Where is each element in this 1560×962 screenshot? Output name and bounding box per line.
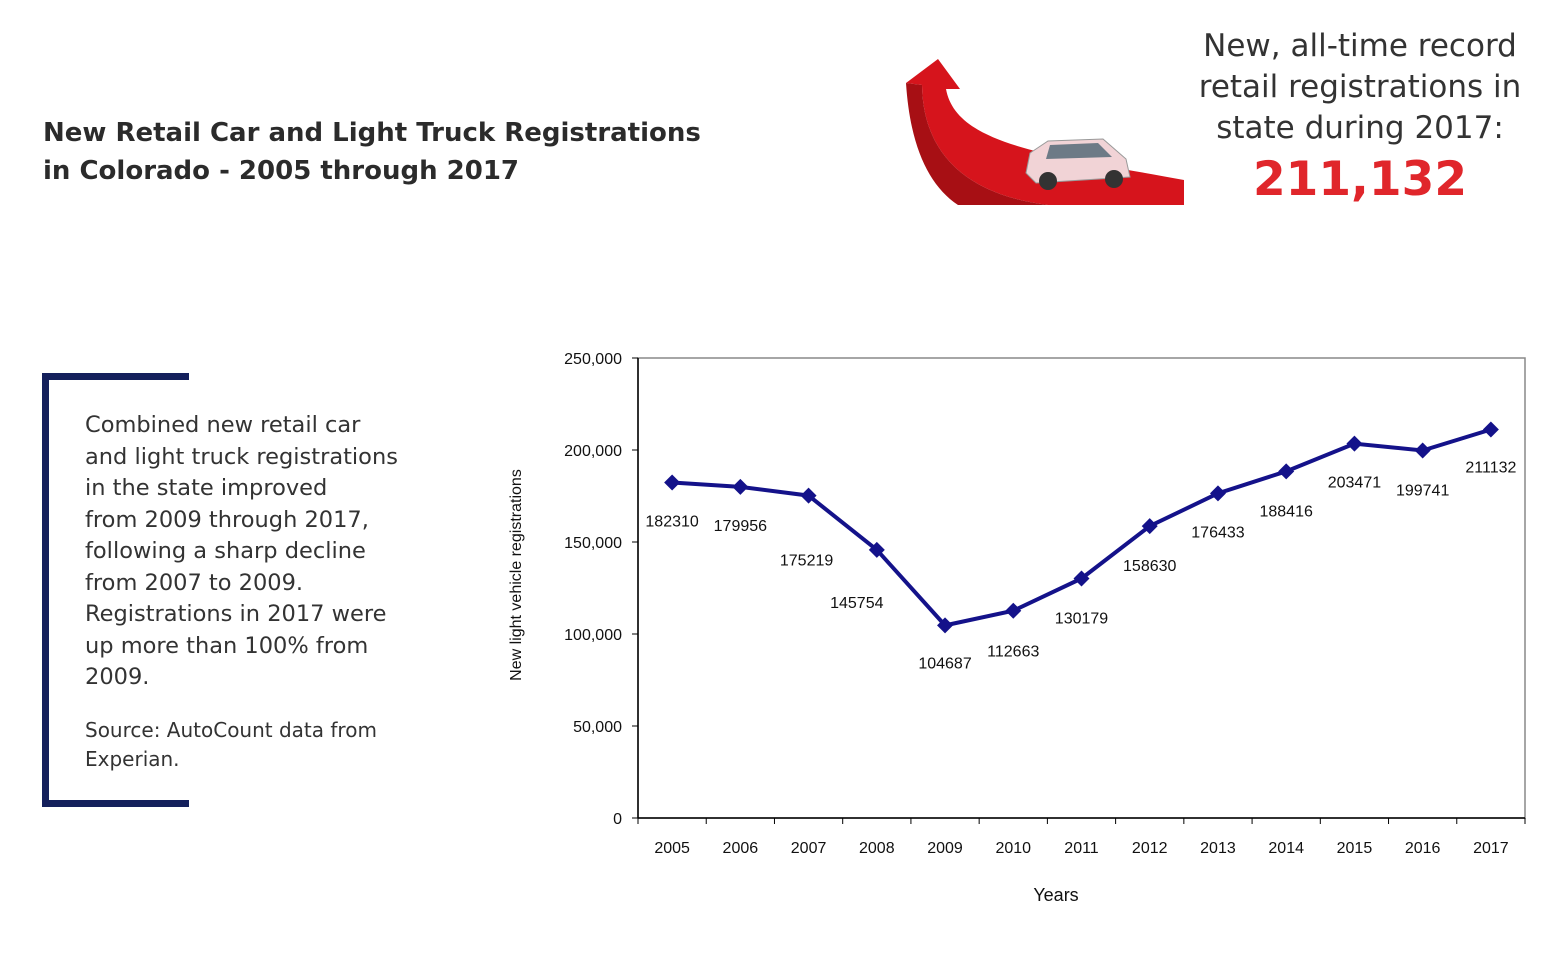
summary-line: up more than 100% from — [85, 632, 369, 659]
x-tick-label: 2008 — [859, 840, 895, 857]
marker — [1346, 435, 1363, 452]
x-tick-label: 2012 — [1132, 840, 1168, 857]
summary-line: Registrations in 2017 were — [85, 601, 387, 627]
x-tick-label: 2017 — [1473, 840, 1509, 857]
y-tick-label: 200,000 — [564, 443, 622, 460]
record-value: 211,132 — [1252, 152, 1468, 207]
marker — [1414, 442, 1431, 459]
data-label: 179956 — [714, 518, 767, 535]
marker — [732, 478, 749, 495]
callout-line: state during 2017: — [1216, 110, 1504, 146]
y-axis-title: New light vehicle registrations — [508, 469, 525, 681]
data-label: 158630 — [1123, 558, 1176, 575]
x-tick-label: 2014 — [1268, 840, 1304, 857]
data-label: 104687 — [918, 655, 971, 672]
summary-line: in the state improved — [85, 475, 328, 501]
data-label: 112663 — [987, 644, 1039, 661]
summary-line: following a sharp decline — [85, 538, 366, 564]
summary-line: from 2007 to 2009. — [85, 569, 304, 596]
data-label: 188416 — [1259, 503, 1312, 520]
title: New Retail Car and Light Truck Registrat… — [43, 114, 701, 190]
data-label: 203471 — [1328, 475, 1381, 492]
bracket — [42, 373, 189, 807]
summary-line: from 2009 through 2017, — [85, 506, 369, 533]
summary: Combined new retail car and light truck … — [85, 410, 398, 694]
y-tick-label: 50,000 — [573, 719, 622, 736]
title-line: in Colorado - 2005 through 2017 — [43, 156, 520, 186]
data-label: 199741 — [1396, 482, 1449, 499]
marker — [800, 487, 817, 504]
marker — [1005, 602, 1022, 619]
marker — [1141, 518, 1158, 535]
x-tick-label: 2011 — [1064, 840, 1099, 857]
title-line: New Retail Car and Light Truck Registrat… — [43, 118, 701, 148]
y-tick-label: 150,000 — [564, 535, 622, 552]
marker — [1278, 463, 1295, 480]
x-tick-label: 2005 — [654, 840, 690, 857]
marker — [1073, 570, 1090, 587]
data-label: 145754 — [830, 595, 883, 612]
data-label: 182310 — [645, 514, 698, 531]
x-tick-label: 2013 — [1200, 840, 1236, 857]
data-label: 176433 — [1191, 524, 1244, 541]
car-illustration — [906, 59, 1184, 205]
x-tick-label: 2009 — [927, 840, 963, 857]
y-tick-label: 250,000 — [564, 351, 622, 368]
x-tick-label: 2016 — [1405, 840, 1441, 857]
source-line: Experian. — [85, 747, 180, 771]
marker — [937, 617, 954, 634]
data-label: 211132 — [1465, 460, 1516, 477]
data-label: 130179 — [1055, 610, 1108, 627]
summary-line: and light truck registrations — [85, 443, 398, 470]
marker — [868, 541, 885, 558]
marker — [1482, 421, 1499, 438]
y-tick-label: 0 — [613, 811, 622, 828]
data-label: 175219 — [780, 553, 833, 570]
x-tick-label: 2010 — [995, 840, 1031, 857]
marker — [1209, 485, 1226, 502]
callout-line: retail registrations in — [1198, 69, 1522, 105]
x-tick-label: 2006 — [723, 840, 759, 857]
summary-line: 2009. — [85, 664, 150, 690]
series-line — [671, 427, 1492, 628]
x-tick-label: 2015 — [1337, 840, 1373, 857]
summary-line: Combined new retail car — [85, 412, 361, 438]
x-axis-title: Years — [1033, 885, 1078, 905]
source-line: Source: AutoCount data from — [85, 718, 377, 742]
callout: New, all-time record retail registration… — [1180, 26, 1540, 149]
plot-frame — [637, 357, 1526, 819]
x-tick-label: 2007 — [791, 840, 827, 857]
source: Source: AutoCount data from Experian. — [85, 716, 377, 774]
callout-line: New, all-time record — [1203, 28, 1517, 64]
marker — [664, 474, 681, 491]
y-tick-label: 100,000 — [564, 627, 622, 644]
